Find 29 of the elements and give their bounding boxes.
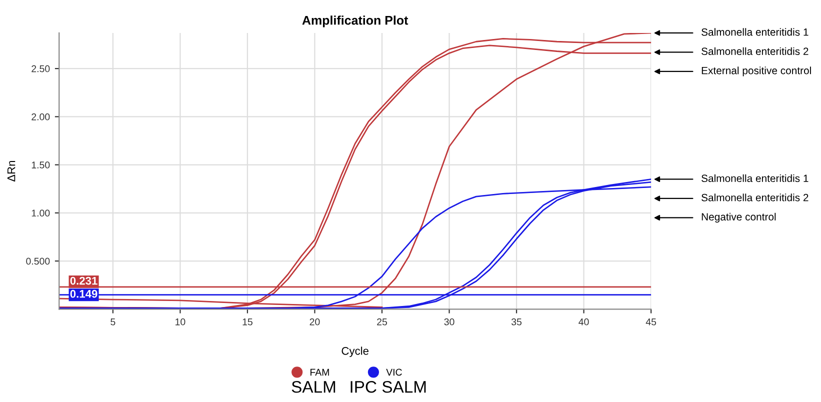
x-tick-label: 35 — [511, 318, 522, 326]
x-tick-label: 30 — [444, 318, 454, 326]
x-tick-label: 25 — [377, 318, 387, 326]
text: SALM — [292, 380, 336, 393]
chart-title: Amplification Plot — [302, 16, 408, 28]
text: Salmonella enteritidis 1 — [702, 28, 808, 36]
y-tick-label: 0.500 — [26, 258, 50, 265]
x-tick-label: 5 — [110, 318, 116, 326]
x-tick-label: 10 — [176, 318, 186, 326]
legend-label: FAM — [310, 368, 329, 376]
text: Salmonella enteritidis 2 — [702, 194, 808, 202]
text: Salmonella enteritidis 1 — [702, 174, 808, 182]
legend-label: VIC — [386, 368, 402, 376]
x-tick-label: 15 — [242, 318, 252, 326]
y-tick-label: 2.50 — [32, 65, 50, 72]
text: Salmonella enteritidis 2 — [702, 47, 808, 56]
text: External positive control — [702, 66, 811, 76]
x-tick-label: 20 — [310, 318, 320, 326]
y-tick-label: 1.50 — [32, 162, 50, 168]
x-tick-label: 45 — [646, 318, 656, 326]
x-axis-title: Cycle — [342, 346, 368, 358]
y-axis-title: ΔRn — [7, 160, 16, 182]
x-tick-label: 40 — [578, 318, 589, 326]
y-tick-label: 1.00 — [32, 210, 50, 217]
ref-line-label: 0.149 — [70, 290, 98, 298]
text: IPC SALM — [350, 380, 426, 393]
y-tick-label: 2.00 — [32, 113, 50, 120]
text: Negative control — [702, 212, 776, 223]
ref-line-label: 0.231 — [70, 276, 98, 285]
